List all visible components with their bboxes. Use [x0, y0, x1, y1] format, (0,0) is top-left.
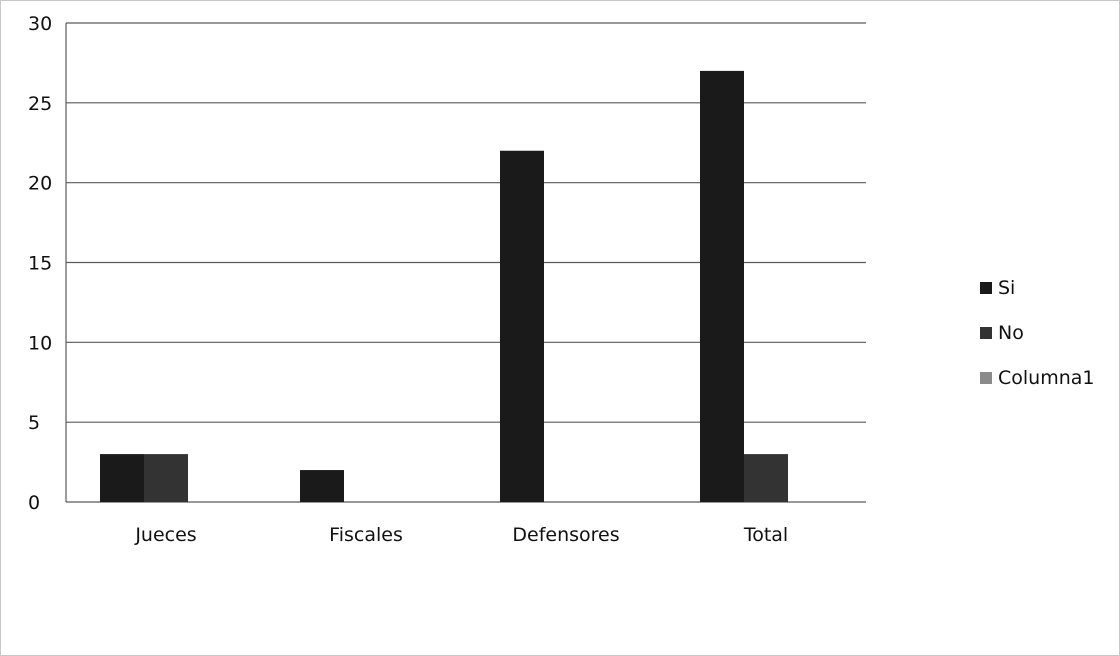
legend-label-columna1: Columna1: [998, 367, 1095, 389]
bar-no-total: [744, 454, 788, 502]
y-tick-label: 5: [28, 412, 40, 434]
y-axis: 0 5 10 15 20 25 30: [28, 13, 52, 514]
legend-label-si: Si: [998, 277, 1015, 299]
y-tick-label: 15: [28, 253, 52, 275]
bar-si-total: [700, 70, 744, 503]
legend-swatch-columna1: [980, 372, 992, 384]
y-tick-label: 10: [28, 332, 52, 354]
gridlines: [65, 22, 866, 503]
x-category-label: Defensores: [512, 524, 619, 546]
x-category-label: Total: [743, 524, 788, 546]
bar-si-defensores: [500, 150, 544, 502]
legend-label-no: No: [998, 322, 1024, 344]
bar-si-fiscales: [300, 470, 344, 502]
y-tick-label: 20: [28, 173, 52, 195]
bar-no-jueces: [144, 454, 188, 502]
x-axis: Jueces Fiscales Defensores Total: [134, 524, 788, 546]
y-tick-label: 0: [28, 492, 40, 514]
legend: Si No Columna1: [980, 277, 1095, 389]
legend-swatch-no: [980, 327, 992, 339]
y-tick-label: 25: [28, 93, 52, 115]
x-category-label: Fiscales: [329, 524, 403, 546]
x-category-label: Jueces: [134, 524, 196, 546]
legend-swatch-si: [980, 282, 992, 294]
y-tick-label: 30: [28, 13, 52, 35]
bars: [100, 70, 788, 503]
bar-si-jueces: [100, 454, 144, 502]
